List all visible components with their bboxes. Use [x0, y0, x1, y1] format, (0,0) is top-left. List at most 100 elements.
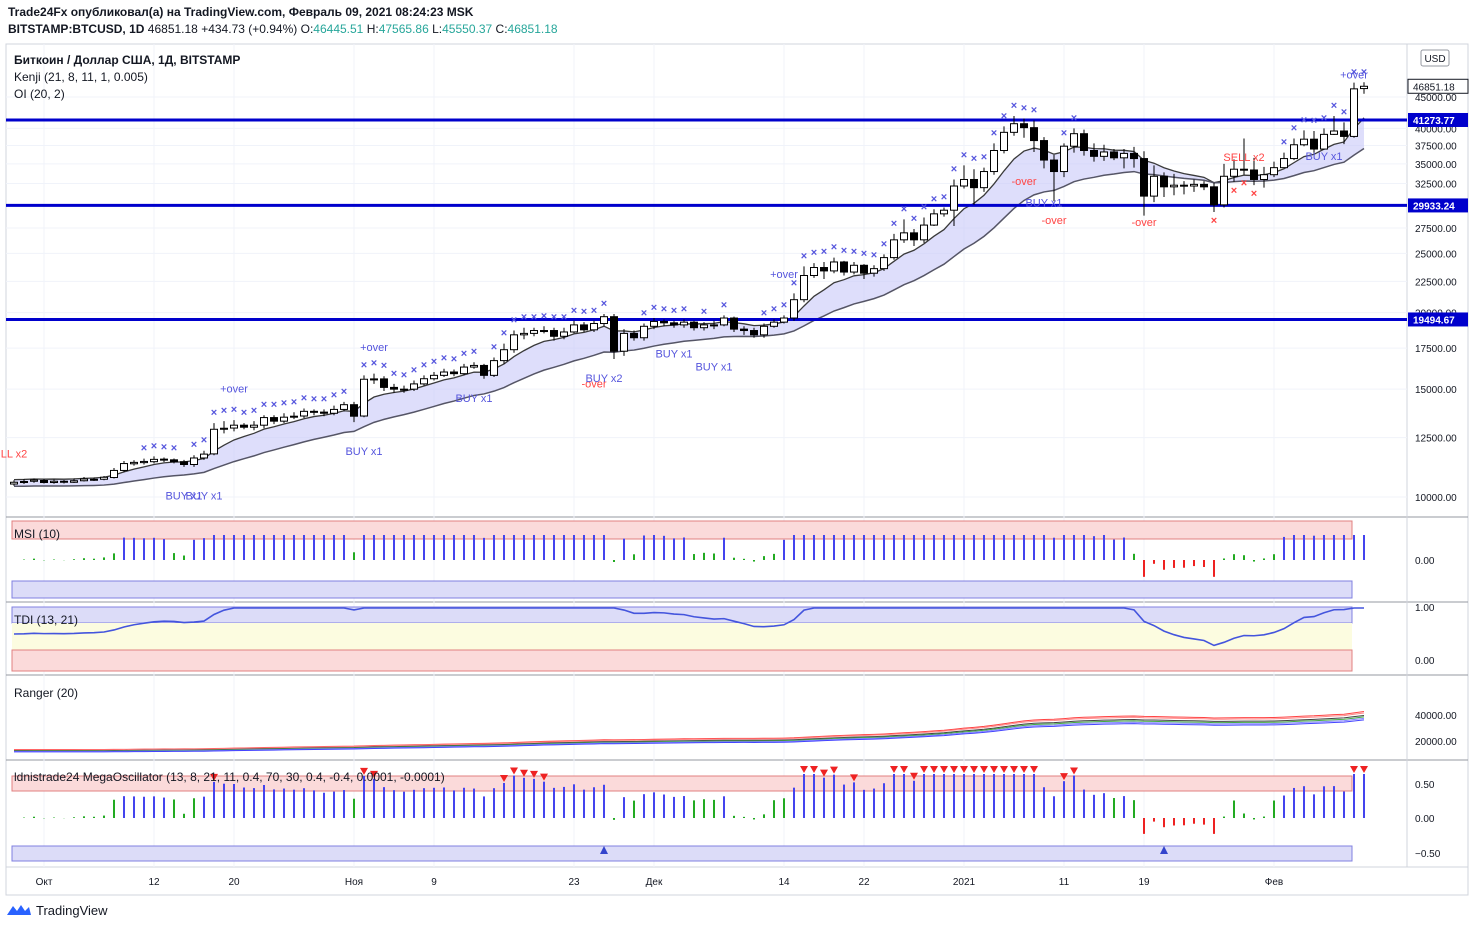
candle-body: [840, 261, 848, 273]
sell-pressure-marker: ×: [511, 315, 517, 327]
level-price-tag: [1408, 112, 1468, 127]
candle-body: [1350, 88, 1358, 137]
buy-pressure-marker: ×: [1231, 185, 1237, 197]
sell-pressure-marker: ×: [301, 392, 307, 404]
price-tick-label: 45000.00: [1415, 93, 1457, 104]
sell-pressure-marker: ×: [141, 443, 147, 455]
sell-pressure-marker: ×: [771, 303, 777, 315]
mega-sell-arrow: [910, 772, 918, 780]
mega-sell-arrow: [990, 766, 998, 773]
price-tick-label: 12500.00: [1415, 434, 1457, 445]
mega-sell-arrow: [1350, 766, 1358, 773]
signal-annotation: BUY x1: [345, 446, 382, 458]
ranger-tick-label: 40000.00: [1415, 711, 1457, 722]
sell-pressure-marker: ×: [1001, 110, 1007, 122]
msi-title: MSI (10): [14, 527, 60, 541]
candle-body: [300, 410, 308, 417]
candle-body: [700, 324, 708, 329]
candle-body: [80, 478, 88, 482]
price-tick-label: 25000.00: [1415, 249, 1457, 260]
sell-pressure-marker: ×: [261, 399, 267, 411]
candle-body: [1010, 123, 1018, 133]
candle-body: [1190, 183, 1198, 187]
signal-annotation: BUY x1: [1305, 151, 1342, 163]
sell-pressure-marker: ×: [581, 306, 587, 318]
time-tick-label: Окт: [36, 877, 53, 888]
time-tick-label: 12: [148, 877, 160, 888]
price-tick-label: 40000.00: [1415, 124, 1457, 135]
signal-annotation: +over: [360, 342, 388, 354]
candle-body: [530, 330, 538, 334]
candle-body: [1340, 130, 1348, 137]
sell-pressure-marker: ×: [821, 246, 827, 258]
candle-body: [830, 261, 838, 272]
mega-sell-arrow: [980, 766, 988, 773]
candle-body: [620, 332, 628, 352]
price-tick-label: 32500.00: [1415, 180, 1457, 191]
buy-pressure-marker: ×: [1251, 188, 1257, 200]
sell-pressure-marker: ×: [291, 396, 297, 408]
sell-pressure-marker: ×: [1281, 137, 1287, 149]
mega-sell-arrow: [930, 766, 938, 773]
sell-pressure-marker: ×: [1031, 104, 1037, 116]
last-price-label: 46851.18: [1413, 82, 1455, 93]
sell-pressure-marker: ×: [521, 312, 527, 324]
candle-body: [930, 213, 938, 226]
candle-body: [1150, 175, 1158, 197]
candle-body: [610, 316, 618, 352]
sell-pressure-marker: ×: [361, 359, 367, 371]
candle-body: [460, 366, 468, 375]
last-price-tag: [1407, 78, 1469, 94]
candle-body: [670, 322, 678, 326]
tradingview-footer: TradingView: [6, 902, 108, 918]
mega-sell-arrow: [1030, 766, 1038, 773]
candle-body: [170, 459, 178, 463]
mega-sell-arrow: [1010, 766, 1018, 773]
sell-pressure-marker: ×: [371, 358, 377, 370]
candle-body: [600, 316, 608, 325]
signal-annotation: BUY x1: [695, 361, 732, 373]
candle-body: [360, 378, 368, 417]
candle-body: [430, 374, 438, 380]
signal-annotation: +over: [1340, 70, 1368, 82]
price-tick-label: 15000.00: [1415, 385, 1457, 396]
level-price-label: 19494.67: [1413, 315, 1455, 326]
candle-body: [780, 317, 788, 323]
candle-body: [820, 267, 828, 272]
ranger-line: [13, 711, 1365, 751]
candle-body: [860, 264, 868, 274]
symbol-label: BITSTAMP:BTCUSD, 1D: [8, 22, 145, 36]
candle-body: [1140, 158, 1148, 197]
candle-body: [440, 371, 448, 376]
sell-pressure-marker: ×: [151, 440, 157, 452]
candle-body: [980, 171, 988, 189]
signal-annotation: -over: [1131, 217, 1156, 229]
level-price-label: 41273.77: [1413, 116, 1455, 127]
sell-pressure-marker: ×: [241, 407, 247, 419]
candle-body: [330, 408, 338, 414]
chart-frame: [5, 43, 1469, 896]
sell-pressure-marker: ×: [421, 359, 427, 371]
price-tick-label: 22500.00: [1415, 277, 1457, 288]
candle-body: [810, 267, 818, 276]
candle-body: [390, 386, 398, 390]
ranger-line: [13, 712, 1365, 751]
sell-pressure-marker: ×: [641, 308, 647, 320]
candle-body: [1130, 152, 1138, 160]
candle-body: [1090, 149, 1098, 157]
time-tick-label: 11: [1059, 877, 1070, 888]
sell-pressure-marker: ×: [671, 305, 677, 317]
mega-buy-arrow: [1160, 846, 1168, 854]
sell-pressure-marker: ×: [571, 305, 577, 317]
chart-legend-title: Биткоин / Доллар США, 1Д, BITSTAMP: [14, 53, 240, 67]
sell-pressure-marker: ×: [551, 312, 557, 324]
sell-pressure-marker: ×: [781, 299, 787, 311]
level-price-tag: [1408, 198, 1468, 213]
candle-body: [370, 378, 378, 381]
candle-body: [910, 232, 918, 241]
sell-pressure-marker: ×: [921, 202, 927, 214]
sell-pressure-marker: ×: [721, 299, 727, 311]
mega-sell-arrow: [1020, 766, 1028, 773]
